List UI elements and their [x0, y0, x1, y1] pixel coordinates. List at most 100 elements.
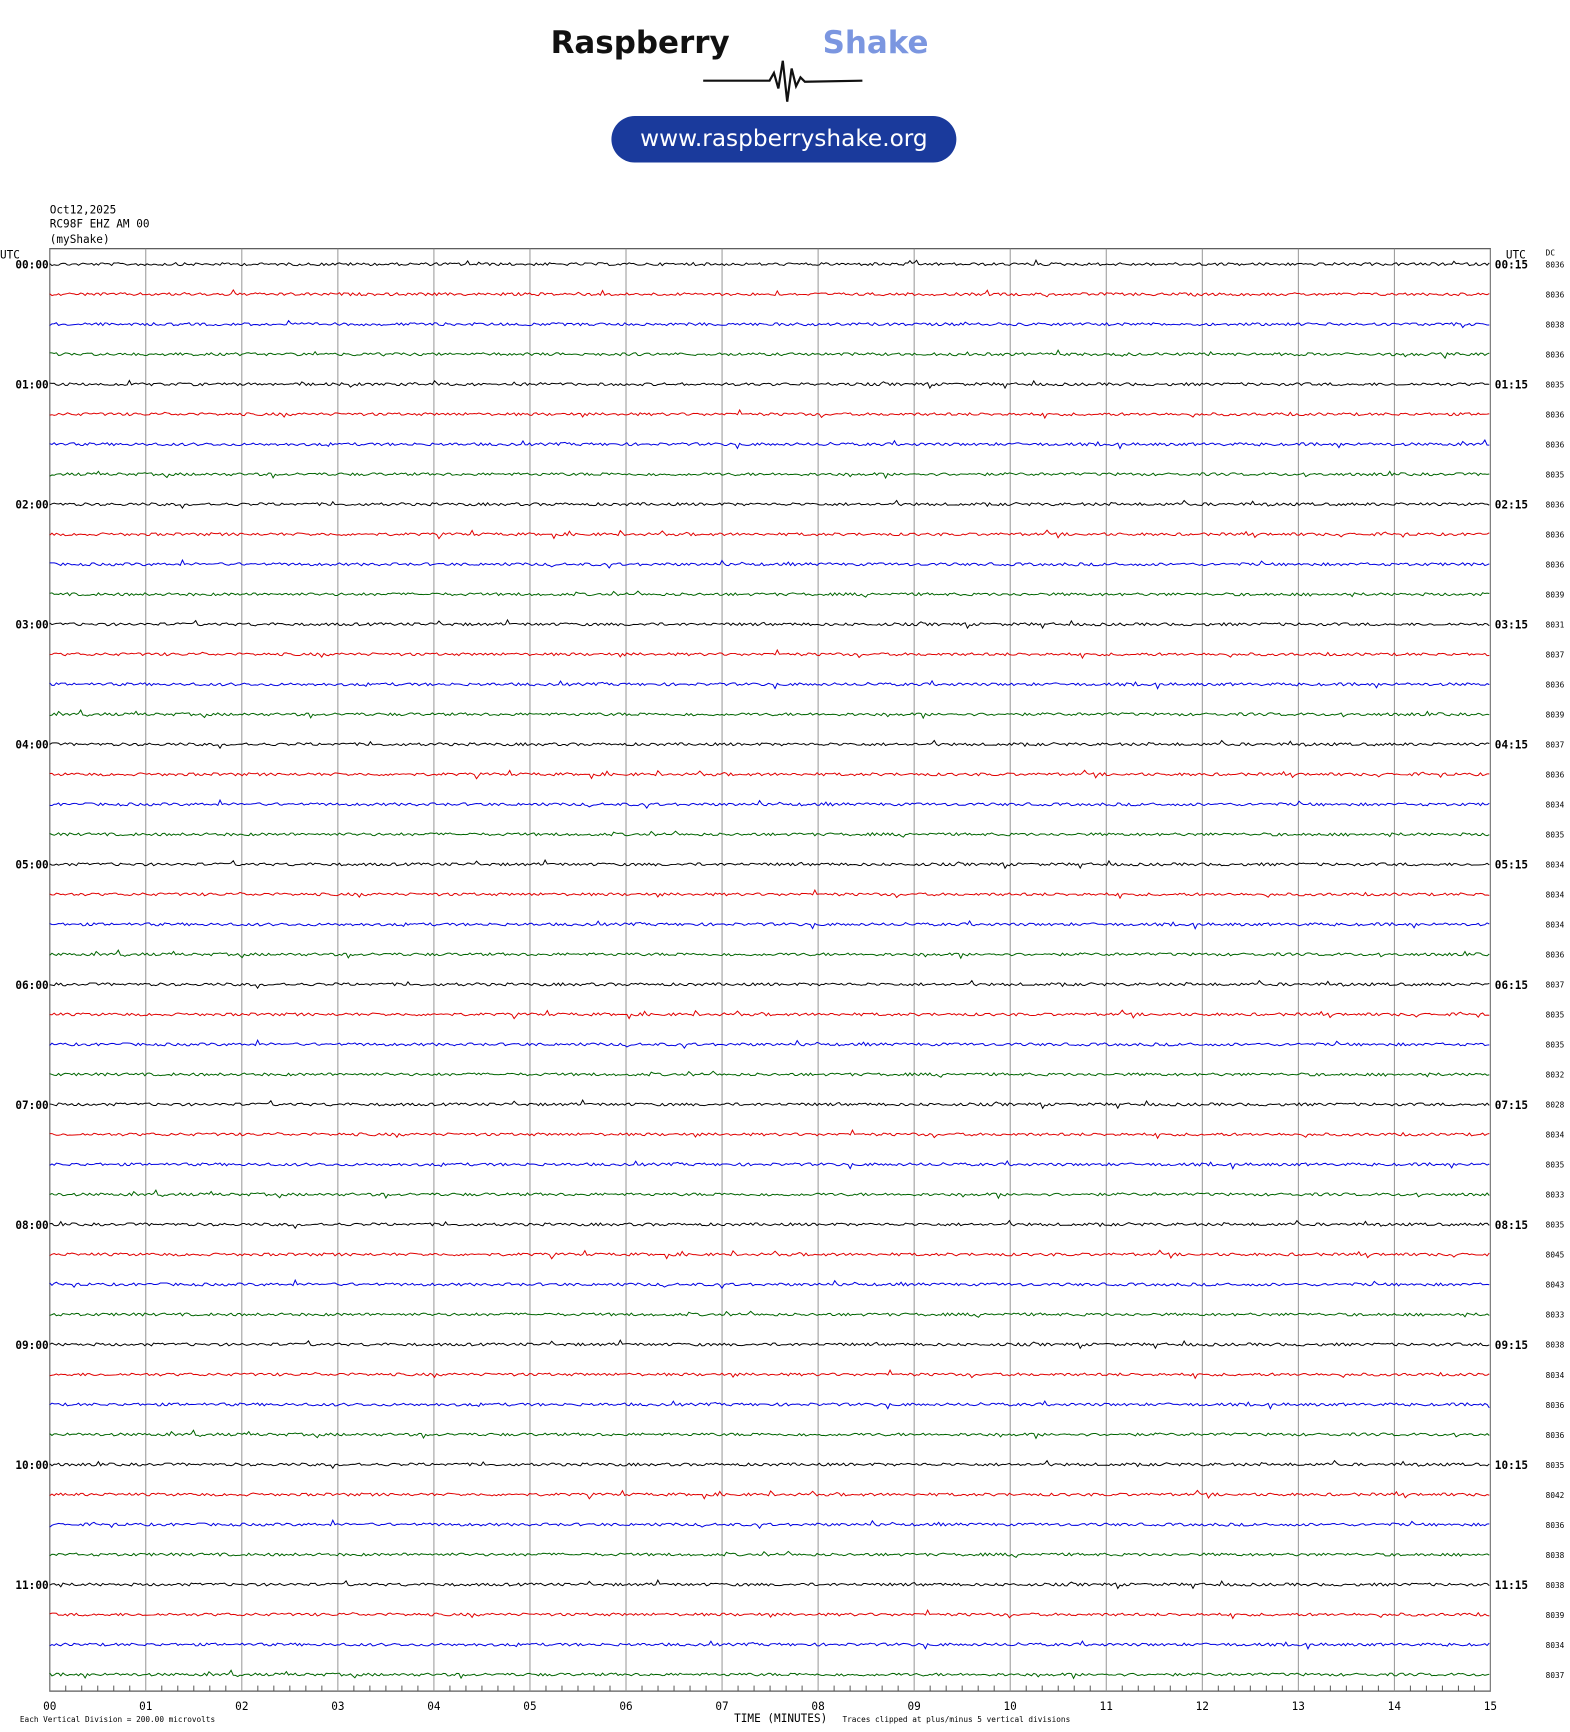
x-tick-label: 13: [1292, 1700, 1305, 1713]
dc-value: 8033: [1546, 1191, 1565, 1200]
trace: [49, 769, 1490, 780]
trace: [49, 1249, 1490, 1260]
plot-frame: [49, 248, 1491, 1692]
dc-value: 8034: [1546, 921, 1565, 930]
left-time-label: 10:00: [15, 1459, 48, 1472]
x-tick-label: 12: [1196, 1700, 1209, 1713]
dc-value: 8034: [1546, 891, 1565, 900]
dc-value: 8036: [1546, 441, 1565, 450]
trace: [49, 499, 1490, 510]
dc-value: 8036: [1546, 411, 1565, 420]
dc-title: DC: [1546, 248, 1556, 257]
dc-value: 8036: [1546, 681, 1565, 690]
right-time-label: 02:15: [1495, 499, 1528, 512]
trace: [49, 979, 1490, 990]
x-tick-label: 09: [907, 1700, 920, 1713]
logo-name: Shake: [823, 25, 929, 61]
trace: [49, 1519, 1490, 1530]
dc-value: 8039: [1546, 1611, 1565, 1620]
trace: [49, 1129, 1490, 1140]
dc-value: 8035: [1546, 1011, 1565, 1020]
dc-value: 8037: [1546, 981, 1565, 990]
dc-value: 8034: [1546, 801, 1565, 810]
trace: [49, 739, 1490, 750]
x-tick-label: 11: [1100, 1700, 1113, 1713]
trace: [49, 1278, 1490, 1290]
x-tick-label: 02: [235, 1700, 248, 1713]
right-time-label: 11:15: [1495, 1579, 1528, 1592]
x-tick-label: 04: [427, 1700, 441, 1713]
x-tick-label: 01: [139, 1700, 152, 1713]
x-tick-label: 03: [331, 1700, 344, 1713]
dc-value: 8036: [1546, 531, 1565, 540]
trace: [49, 949, 1490, 960]
trace: [49, 1400, 1490, 1410]
x-tick-label: 07: [715, 1700, 728, 1713]
trace: [49, 888, 1490, 900]
dc-value: 8035: [1546, 1461, 1565, 1470]
trace: [49, 379, 1490, 390]
logo-name: Raspberry: [551, 25, 730, 61]
trace: [49, 319, 1490, 329]
trace: [49, 1339, 1490, 1350]
left-time-label: 01:00: [15, 379, 48, 392]
trace: [49, 618, 1490, 630]
right-time-label: 01:15: [1495, 379, 1528, 392]
dc-value: 8039: [1546, 591, 1565, 600]
dc-value: 8034: [1546, 1641, 1565, 1650]
trace: [49, 590, 1490, 598]
trace: [49, 1489, 1490, 1500]
dc-value: 8038: [1546, 1341, 1565, 1350]
trace: [49, 1039, 1490, 1050]
x-tick-label: 15: [1484, 1700, 1497, 1713]
right-time-label: 07:15: [1495, 1099, 1528, 1112]
dc-value: 8035: [1546, 471, 1565, 480]
x-tick-label: 05: [523, 1700, 536, 1713]
dc-value: 8036: [1546, 771, 1565, 780]
left-time-label: 08:00: [15, 1219, 48, 1232]
right-time-label: 06:15: [1495, 979, 1528, 992]
left-time-label: 03:00: [15, 619, 48, 632]
dc-value: 8036: [1546, 501, 1565, 510]
trace: [49, 1429, 1490, 1440]
trace: [49, 1160, 1490, 1170]
date: Oct12,2025: [50, 203, 117, 216]
trace: [49, 1070, 1490, 1078]
trace: [49, 1640, 1490, 1650]
trace: [49, 679, 1490, 690]
trace: [49, 1579, 1490, 1590]
dc-value: 8036: [1546, 951, 1565, 960]
dc-value: 8038: [1546, 320, 1565, 329]
trace: [49, 1099, 1490, 1110]
dc-value: 8045: [1546, 1251, 1565, 1260]
trace: [49, 648, 1490, 660]
trace: [49, 798, 1490, 809]
right-time-label: 03:15: [1495, 619, 1528, 632]
right-axis-title: UTC: [1506, 249, 1526, 262]
trace: [49, 1310, 1490, 1318]
trace: [49, 288, 1490, 298]
left-axis-title: UTC: [0, 249, 20, 262]
right-time-label: 05:15: [1495, 859, 1528, 872]
dc-value: 8043: [1546, 1281, 1565, 1290]
dc-value: 8034: [1546, 1371, 1565, 1380]
trace: [49, 349, 1490, 360]
x-tick-label: 06: [619, 1700, 632, 1713]
dc-value: 8037: [1546, 651, 1565, 660]
dc-value: 8036: [1546, 290, 1565, 299]
dc-value: 8034: [1546, 1131, 1565, 1140]
dc-value: 8032: [1546, 1071, 1565, 1080]
dc-value: 8035: [1546, 831, 1565, 840]
dc-value: 8036: [1546, 1431, 1565, 1440]
dc-value: 8033: [1546, 1311, 1565, 1320]
right-time-label: 04:15: [1495, 739, 1528, 752]
trace: [49, 1669, 1490, 1680]
dc-value: 8036: [1546, 260, 1565, 269]
trace: [49, 1550, 1490, 1558]
right-time-label: 09:15: [1495, 1339, 1528, 1352]
dc-value: 8036: [1546, 1401, 1565, 1410]
trace: [49, 259, 1490, 267]
x-tick-label: 10: [1004, 1700, 1017, 1713]
x-tick-label: 14: [1388, 1700, 1402, 1713]
